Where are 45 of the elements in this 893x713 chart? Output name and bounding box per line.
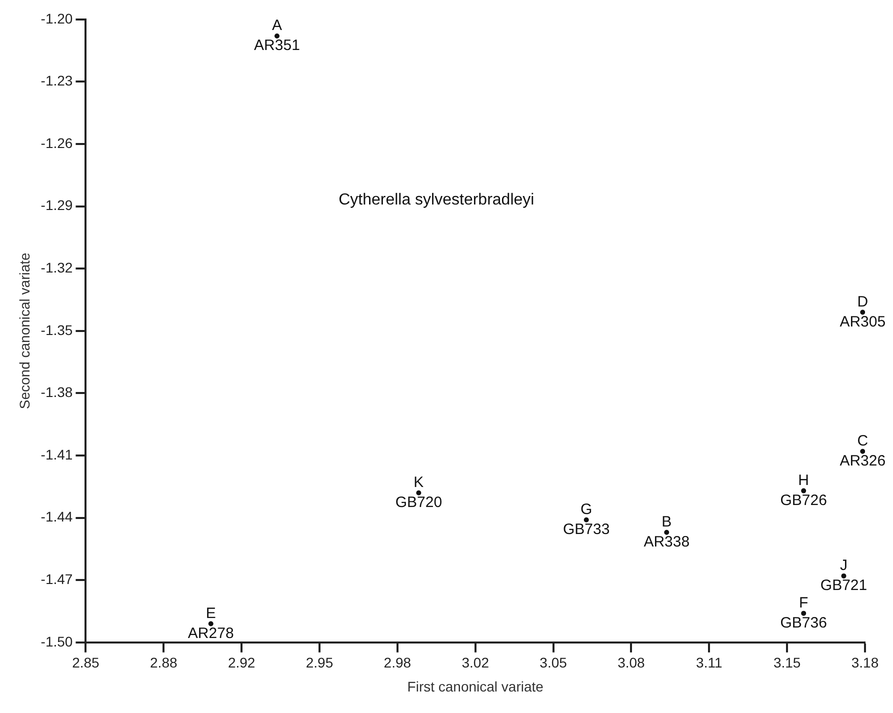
y-tick-label: -1.35: [40, 322, 73, 338]
y-tick-label: -1.47: [40, 570, 73, 587]
point: [208, 621, 214, 626]
x-tick-label: 2.92: [228, 654, 256, 671]
point: [664, 530, 670, 535]
data-label: F GB736: [780, 594, 827, 632]
y-tick-label: -1.29: [40, 197, 73, 214]
data-label: A AR351: [254, 17, 300, 54]
point: [860, 448, 865, 454]
data-label: K GB720: [395, 474, 442, 512]
data-label: C AR326: [840, 432, 886, 470]
data-label: E AR278: [188, 604, 234, 642]
x-tick-label: 2.95: [306, 654, 334, 671]
point: [801, 610, 806, 616]
x-tick-label: 3.05: [540, 654, 568, 671]
x-tick-label: 3.02: [462, 654, 490, 671]
x-tick-label: 3.15: [773, 654, 801, 671]
y-tick-label: -1.32: [40, 259, 73, 276]
point: [416, 490, 422, 496]
y-tick-label: -1.41: [40, 446, 73, 462]
annotation: Cytherella sylvesterbradleyi: [338, 191, 534, 208]
y-tick-label: -1.50: [40, 633, 73, 650]
data-label: J GB721: [820, 557, 868, 594]
y-tick-label: -1.44: [40, 508, 73, 525]
point: [841, 573, 846, 578]
x-tick-label: 3.18: [851, 654, 879, 671]
data-label: B AR338: [644, 513, 690, 550]
point: [860, 310, 865, 315]
data-label: H GB726: [780, 472, 827, 509]
y-tick-label: -1.26: [40, 134, 73, 151]
y-tick-label: -1.20: [40, 10, 73, 26]
x-tick-label: 3.11: [696, 654, 722, 671]
point: [584, 517, 589, 522]
data-label: D AR305: [840, 293, 886, 330]
point: [801, 488, 806, 494]
point: [274, 34, 280, 39]
x-tick-label: 3.08: [618, 654, 646, 671]
x-tick-label: 2.85: [72, 654, 100, 671]
x-tick-label: 2.88: [150, 654, 178, 671]
y-tick-label: -1.23: [40, 72, 73, 89]
data-label: G GB733: [562, 501, 610, 538]
x-axis-title: First canonical variate: [407, 678, 544, 694]
y-tick-label: -1.38: [40, 384, 73, 400]
x-tick-label: 2.98: [384, 654, 412, 671]
y-axis-title: Second canonical variate: [16, 252, 32, 410]
